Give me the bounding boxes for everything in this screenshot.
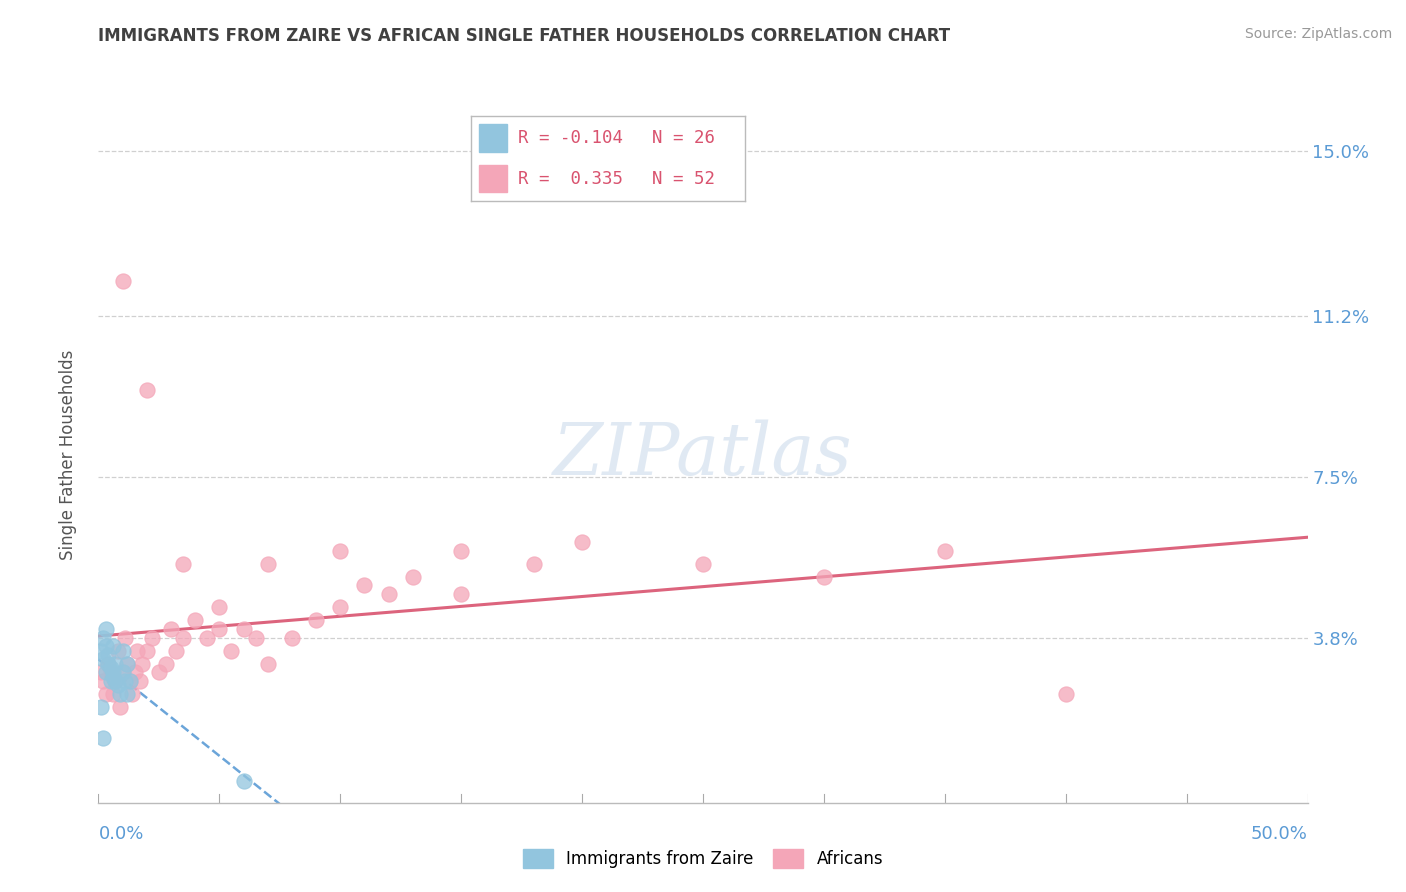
Point bbox=[256, 657, 278, 671]
Point bbox=[245, 631, 267, 645]
Point bbox=[195, 631, 218, 645]
Point bbox=[523, 557, 546, 571]
Point bbox=[101, 665, 124, 680]
Point bbox=[111, 665, 134, 680]
Point bbox=[208, 600, 231, 615]
Point bbox=[90, 665, 112, 680]
Point bbox=[692, 557, 714, 571]
Point bbox=[329, 543, 352, 558]
Point bbox=[165, 643, 187, 657]
Legend: Immigrants from Zaire, Africans: Immigrants from Zaire, Africans bbox=[516, 843, 890, 875]
Point bbox=[281, 631, 304, 645]
Point bbox=[90, 643, 112, 657]
Text: 50.0%: 50.0% bbox=[1251, 825, 1308, 843]
Point bbox=[104, 674, 127, 689]
Point bbox=[94, 622, 117, 636]
Point bbox=[101, 670, 124, 684]
Point bbox=[571, 535, 593, 549]
Text: 0.0%: 0.0% bbox=[98, 825, 143, 843]
Point bbox=[100, 661, 122, 675]
Point bbox=[402, 570, 425, 584]
Point bbox=[232, 774, 254, 789]
Point bbox=[111, 665, 134, 680]
Point bbox=[108, 700, 131, 714]
Point bbox=[97, 657, 120, 671]
Point bbox=[121, 687, 143, 701]
Point bbox=[91, 652, 114, 666]
Point bbox=[101, 687, 124, 701]
Point bbox=[111, 274, 134, 288]
Point bbox=[100, 674, 122, 689]
Point bbox=[100, 665, 122, 680]
Point bbox=[127, 643, 149, 657]
Point bbox=[124, 665, 146, 680]
Point bbox=[813, 570, 835, 584]
Point bbox=[128, 674, 150, 689]
Point bbox=[329, 600, 352, 615]
Point bbox=[111, 643, 134, 657]
Point bbox=[91, 631, 114, 645]
Point bbox=[108, 687, 131, 701]
Point bbox=[148, 665, 170, 680]
Point bbox=[101, 639, 124, 653]
Point bbox=[107, 678, 129, 692]
Text: R =  0.335: R = 0.335 bbox=[517, 169, 623, 187]
Text: Source: ZipAtlas.com: Source: ZipAtlas.com bbox=[1244, 27, 1392, 41]
Point bbox=[184, 613, 207, 627]
Point bbox=[1054, 687, 1077, 701]
Point bbox=[135, 383, 157, 397]
Point bbox=[94, 665, 117, 680]
Point bbox=[934, 543, 956, 558]
Point bbox=[450, 543, 472, 558]
Point bbox=[104, 657, 127, 671]
Point bbox=[91, 674, 114, 689]
Text: IMMIGRANTS FROM ZAIRE VS AFRICAN SINGLE FATHER HOUSEHOLDS CORRELATION CHART: IMMIGRANTS FROM ZAIRE VS AFRICAN SINGLE … bbox=[98, 27, 950, 45]
Point bbox=[208, 622, 231, 636]
Point bbox=[172, 631, 194, 645]
Point bbox=[155, 657, 177, 671]
Text: N = 26: N = 26 bbox=[652, 129, 716, 147]
Point bbox=[305, 613, 328, 627]
Point bbox=[118, 674, 141, 689]
Point bbox=[256, 557, 278, 571]
Point bbox=[141, 631, 163, 645]
Text: R = -0.104: R = -0.104 bbox=[517, 129, 623, 147]
Point bbox=[232, 622, 254, 636]
Point bbox=[377, 587, 399, 601]
Point bbox=[353, 578, 375, 592]
Point bbox=[118, 674, 141, 689]
Point bbox=[131, 657, 153, 671]
Point bbox=[221, 643, 243, 657]
Point bbox=[97, 648, 120, 662]
Bar bbox=[479, 165, 506, 192]
Point bbox=[91, 731, 114, 745]
Bar bbox=[479, 124, 506, 152]
Point bbox=[94, 639, 117, 653]
Y-axis label: Single Father Households: Single Father Households bbox=[59, 350, 77, 560]
Point bbox=[172, 557, 194, 571]
Text: N = 52: N = 52 bbox=[652, 169, 716, 187]
Point bbox=[114, 674, 136, 689]
Point bbox=[117, 657, 139, 671]
Point bbox=[107, 643, 129, 657]
Point bbox=[104, 674, 127, 689]
Text: ZIPatlas: ZIPatlas bbox=[553, 419, 853, 491]
Point bbox=[114, 631, 136, 645]
Point bbox=[97, 657, 120, 671]
Point bbox=[117, 687, 139, 701]
Point bbox=[90, 700, 112, 714]
Point bbox=[135, 643, 157, 657]
Point bbox=[160, 622, 183, 636]
Point bbox=[450, 587, 472, 601]
Point bbox=[117, 657, 139, 671]
Point bbox=[94, 687, 117, 701]
